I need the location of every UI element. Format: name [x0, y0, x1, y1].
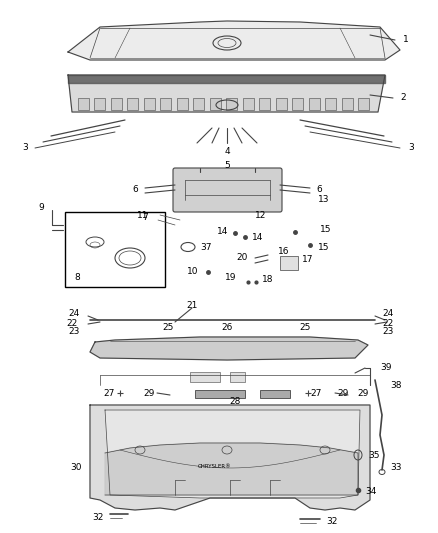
Text: 23: 23	[382, 327, 393, 336]
Bar	[65, 212, 165, 287]
Polygon shape	[68, 21, 400, 60]
Text: 20: 20	[237, 254, 248, 262]
Text: 32: 32	[92, 513, 104, 522]
Text: 28: 28	[230, 398, 241, 407]
Text: 16: 16	[278, 247, 290, 256]
Text: 13: 13	[318, 196, 329, 205]
Bar	[358, 98, 369, 110]
Bar	[230, 372, 245, 382]
Text: 2: 2	[400, 93, 406, 102]
Bar	[276, 98, 286, 110]
Text: 12: 12	[255, 211, 266, 220]
Text: 17: 17	[302, 255, 314, 264]
Bar	[280, 256, 298, 270]
Text: 3: 3	[408, 143, 414, 152]
Text: 35: 35	[368, 450, 379, 459]
Text: 30: 30	[71, 464, 82, 472]
Text: 32: 32	[326, 516, 337, 526]
Bar	[190, 372, 220, 382]
Bar	[325, 98, 336, 110]
Text: 29: 29	[144, 389, 155, 398]
Text: 24: 24	[382, 309, 393, 318]
Text: 18: 18	[262, 276, 273, 285]
Bar	[309, 98, 320, 110]
Text: 21: 21	[186, 301, 198, 310]
Text: 5: 5	[224, 160, 230, 169]
Polygon shape	[90, 405, 370, 510]
Polygon shape	[68, 75, 385, 112]
Text: 7: 7	[142, 213, 148, 222]
Bar	[195, 390, 245, 398]
Bar	[111, 98, 122, 110]
Polygon shape	[105, 410, 360, 498]
Text: 27: 27	[104, 389, 115, 398]
Polygon shape	[105, 443, 358, 495]
Text: 19: 19	[225, 273, 237, 282]
Text: 15: 15	[318, 244, 329, 253]
Text: 6: 6	[316, 185, 322, 195]
Bar	[95, 98, 106, 110]
FancyBboxPatch shape	[173, 168, 282, 212]
Text: 25: 25	[299, 324, 311, 333]
Polygon shape	[68, 75, 385, 83]
Text: 9: 9	[38, 204, 44, 213]
Bar	[193, 98, 204, 110]
Bar	[127, 98, 138, 110]
Bar	[160, 98, 171, 110]
Text: 27: 27	[310, 389, 321, 398]
Text: 29: 29	[357, 389, 368, 398]
Text: 23: 23	[69, 327, 80, 336]
Text: 25: 25	[162, 324, 174, 333]
Text: 34: 34	[365, 488, 376, 497]
Bar	[260, 390, 290, 398]
Text: 22: 22	[67, 319, 78, 327]
Text: 38: 38	[390, 381, 402, 390]
Bar	[243, 98, 254, 110]
Text: 4: 4	[224, 148, 230, 157]
Bar	[144, 98, 155, 110]
Bar	[292, 98, 303, 110]
Bar	[226, 98, 237, 110]
Text: 10: 10	[187, 268, 198, 277]
Text: 15: 15	[320, 225, 332, 235]
Bar	[342, 98, 353, 110]
Text: 33: 33	[390, 464, 402, 472]
Text: 14: 14	[252, 232, 263, 241]
Bar	[177, 98, 188, 110]
Polygon shape	[90, 337, 368, 360]
Text: 39: 39	[380, 364, 392, 373]
Text: 24: 24	[69, 309, 80, 318]
Text: 6: 6	[132, 185, 138, 195]
Text: 1: 1	[403, 36, 409, 44]
Bar	[78, 98, 89, 110]
Text: 3: 3	[22, 143, 28, 152]
Text: 26: 26	[221, 324, 233, 333]
Bar	[259, 98, 270, 110]
Text: 37: 37	[200, 244, 212, 253]
Bar	[210, 98, 221, 110]
Text: CHRYSLER®: CHRYSLER®	[198, 464, 232, 470]
Text: 14: 14	[217, 227, 228, 236]
Text: 11: 11	[137, 211, 148, 220]
Text: 22: 22	[382, 319, 393, 327]
Text: 8: 8	[74, 273, 80, 282]
Text: 29: 29	[337, 389, 348, 398]
